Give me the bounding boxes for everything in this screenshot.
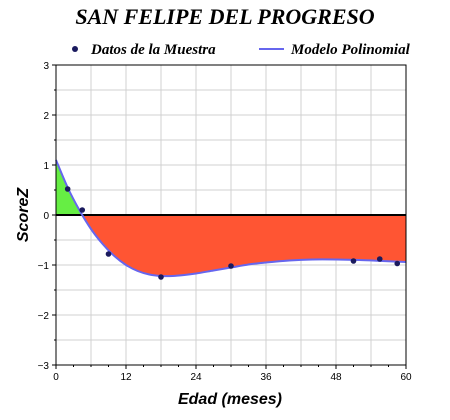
sample-point [158,274,164,280]
model-curve [55,159,407,278]
sample-point [79,207,86,213]
y-tick-label: −2 [38,311,50,322]
sample-point [350,258,357,264]
legend-label-model: Modelo Polinomial [290,42,411,58]
y-tick-label: 0 [43,211,49,222]
y-tick-label: −1 [38,261,50,272]
x-tick-label: 12 [120,372,132,383]
y-tick-label: 1 [43,161,49,172]
sample-point [228,263,234,269]
area-below-zero [56,215,406,277]
sample-point [105,251,112,257]
y-tick-label: 3 [43,61,49,72]
y-tick-label: 2 [43,111,49,122]
legend: Datos de la Muestra Modelo Polinomial [72,42,411,58]
x-tick-label: 60 [400,372,412,383]
legend-label-samples: Datos de la Muestra [90,42,216,58]
sample-point [64,186,71,192]
x-tick-label: 24 [190,372,202,383]
legend-marker-samples [72,46,78,52]
sample-point [394,260,401,267]
sample-point [376,256,383,262]
chart-title: SAN FELIPE DEL PROGRESO [75,4,374,29]
y-axis-title: ScoreZ [15,187,32,242]
x-axis-title: Edad (meses) [178,391,282,408]
x-tick-label: 48 [330,372,342,383]
x-tick-label: 36 [260,372,272,383]
x-tick-label: 0 [53,372,59,383]
y-tick-label: −3 [38,361,50,372]
